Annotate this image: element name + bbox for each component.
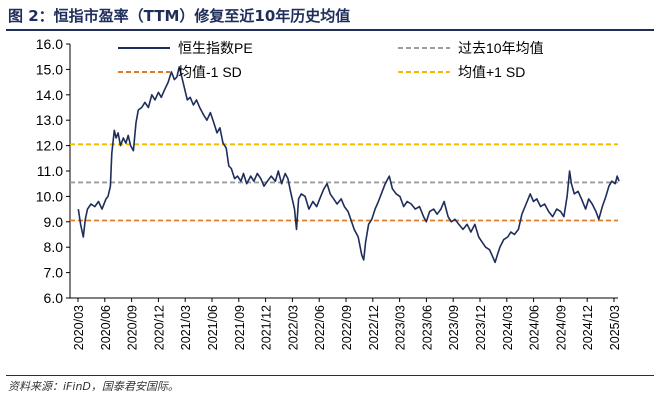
x-tick-label: 2021/12 bbox=[260, 305, 274, 350]
x-tick-label: 2024/09 bbox=[554, 305, 568, 350]
y-tick-label: 10.0 bbox=[36, 188, 63, 204]
x-tick-label: 2022/03 bbox=[286, 305, 300, 350]
x-tick-label: 2024/03 bbox=[501, 305, 515, 350]
y-tick-label: 15.0 bbox=[36, 61, 63, 77]
y-tick-label: 14.0 bbox=[36, 87, 63, 103]
bottom-divider bbox=[6, 375, 654, 376]
pe-series-line bbox=[77, 66, 620, 264]
x-tick-label: 2021/06 bbox=[206, 305, 220, 350]
y-tick-label: 6.0 bbox=[44, 290, 64, 306]
chart-axes: 16.0 15.0 14.0 13.0 12.0 11.0 10.0 9.0 8.0 7.0 6.0… bbox=[36, 36, 622, 350]
x-tick-label: 2022/09 bbox=[340, 305, 354, 350]
x-tick-label: 2020/03 bbox=[72, 305, 86, 350]
x-tick-label: 2023/03 bbox=[394, 305, 408, 350]
x-tick-label: 2022/12 bbox=[367, 305, 381, 350]
legend-label: 均值+1 SD bbox=[458, 64, 525, 80]
y-tick-label: 11.0 bbox=[37, 163, 63, 179]
x-tick-label: 2025/03 bbox=[608, 305, 622, 350]
x-tick-label: 2020/09 bbox=[126, 305, 140, 350]
title-divider bbox=[6, 29, 654, 31]
y-tick-label: 8.0 bbox=[44, 239, 64, 255]
x-tick-label: 2021/03 bbox=[179, 305, 193, 350]
legend-label: 均值-1 SD bbox=[178, 64, 242, 80]
x-tick-label: 2022/06 bbox=[313, 305, 327, 350]
y-tick-label: 7.0 bbox=[44, 265, 64, 281]
y-tick-label: 12.0 bbox=[36, 138, 63, 154]
figure-title: 图 2：恒指市盈率（TTM）修复至近10年历史均值 bbox=[8, 7, 351, 25]
x-tick-label: 2024/12 bbox=[581, 305, 595, 350]
x-tick-label: 2024/06 bbox=[528, 305, 542, 350]
y-tick-label: 9.0 bbox=[44, 214, 64, 230]
reference-lines bbox=[70, 143, 618, 222]
x-tick-label: 2023/09 bbox=[447, 305, 461, 350]
y-tick-label: 13.0 bbox=[36, 112, 63, 128]
legend-label: 恒生指数PE bbox=[178, 40, 253, 56]
series-lines bbox=[77, 66, 620, 264]
x-tick-label: 2020/12 bbox=[152, 305, 166, 350]
legend-label: 过去10年均值 bbox=[458, 40, 544, 56]
x-tick-label: 2020/06 bbox=[99, 305, 113, 350]
pe-line-chart: 16.0 15.0 14.0 13.0 12.0 11.0 10.0 9.0 8.0 7.0 6.0… bbox=[36, 36, 622, 350]
y-tick-label: 16.0 bbox=[36, 36, 63, 52]
x-tick-label: 2021/09 bbox=[233, 305, 247, 350]
x-tick-label: 2023/06 bbox=[420, 305, 434, 350]
source-note: 资料来源：iFinD，国泰君安国际。 bbox=[8, 380, 179, 393]
x-tick-label: 2023/12 bbox=[474, 305, 488, 350]
